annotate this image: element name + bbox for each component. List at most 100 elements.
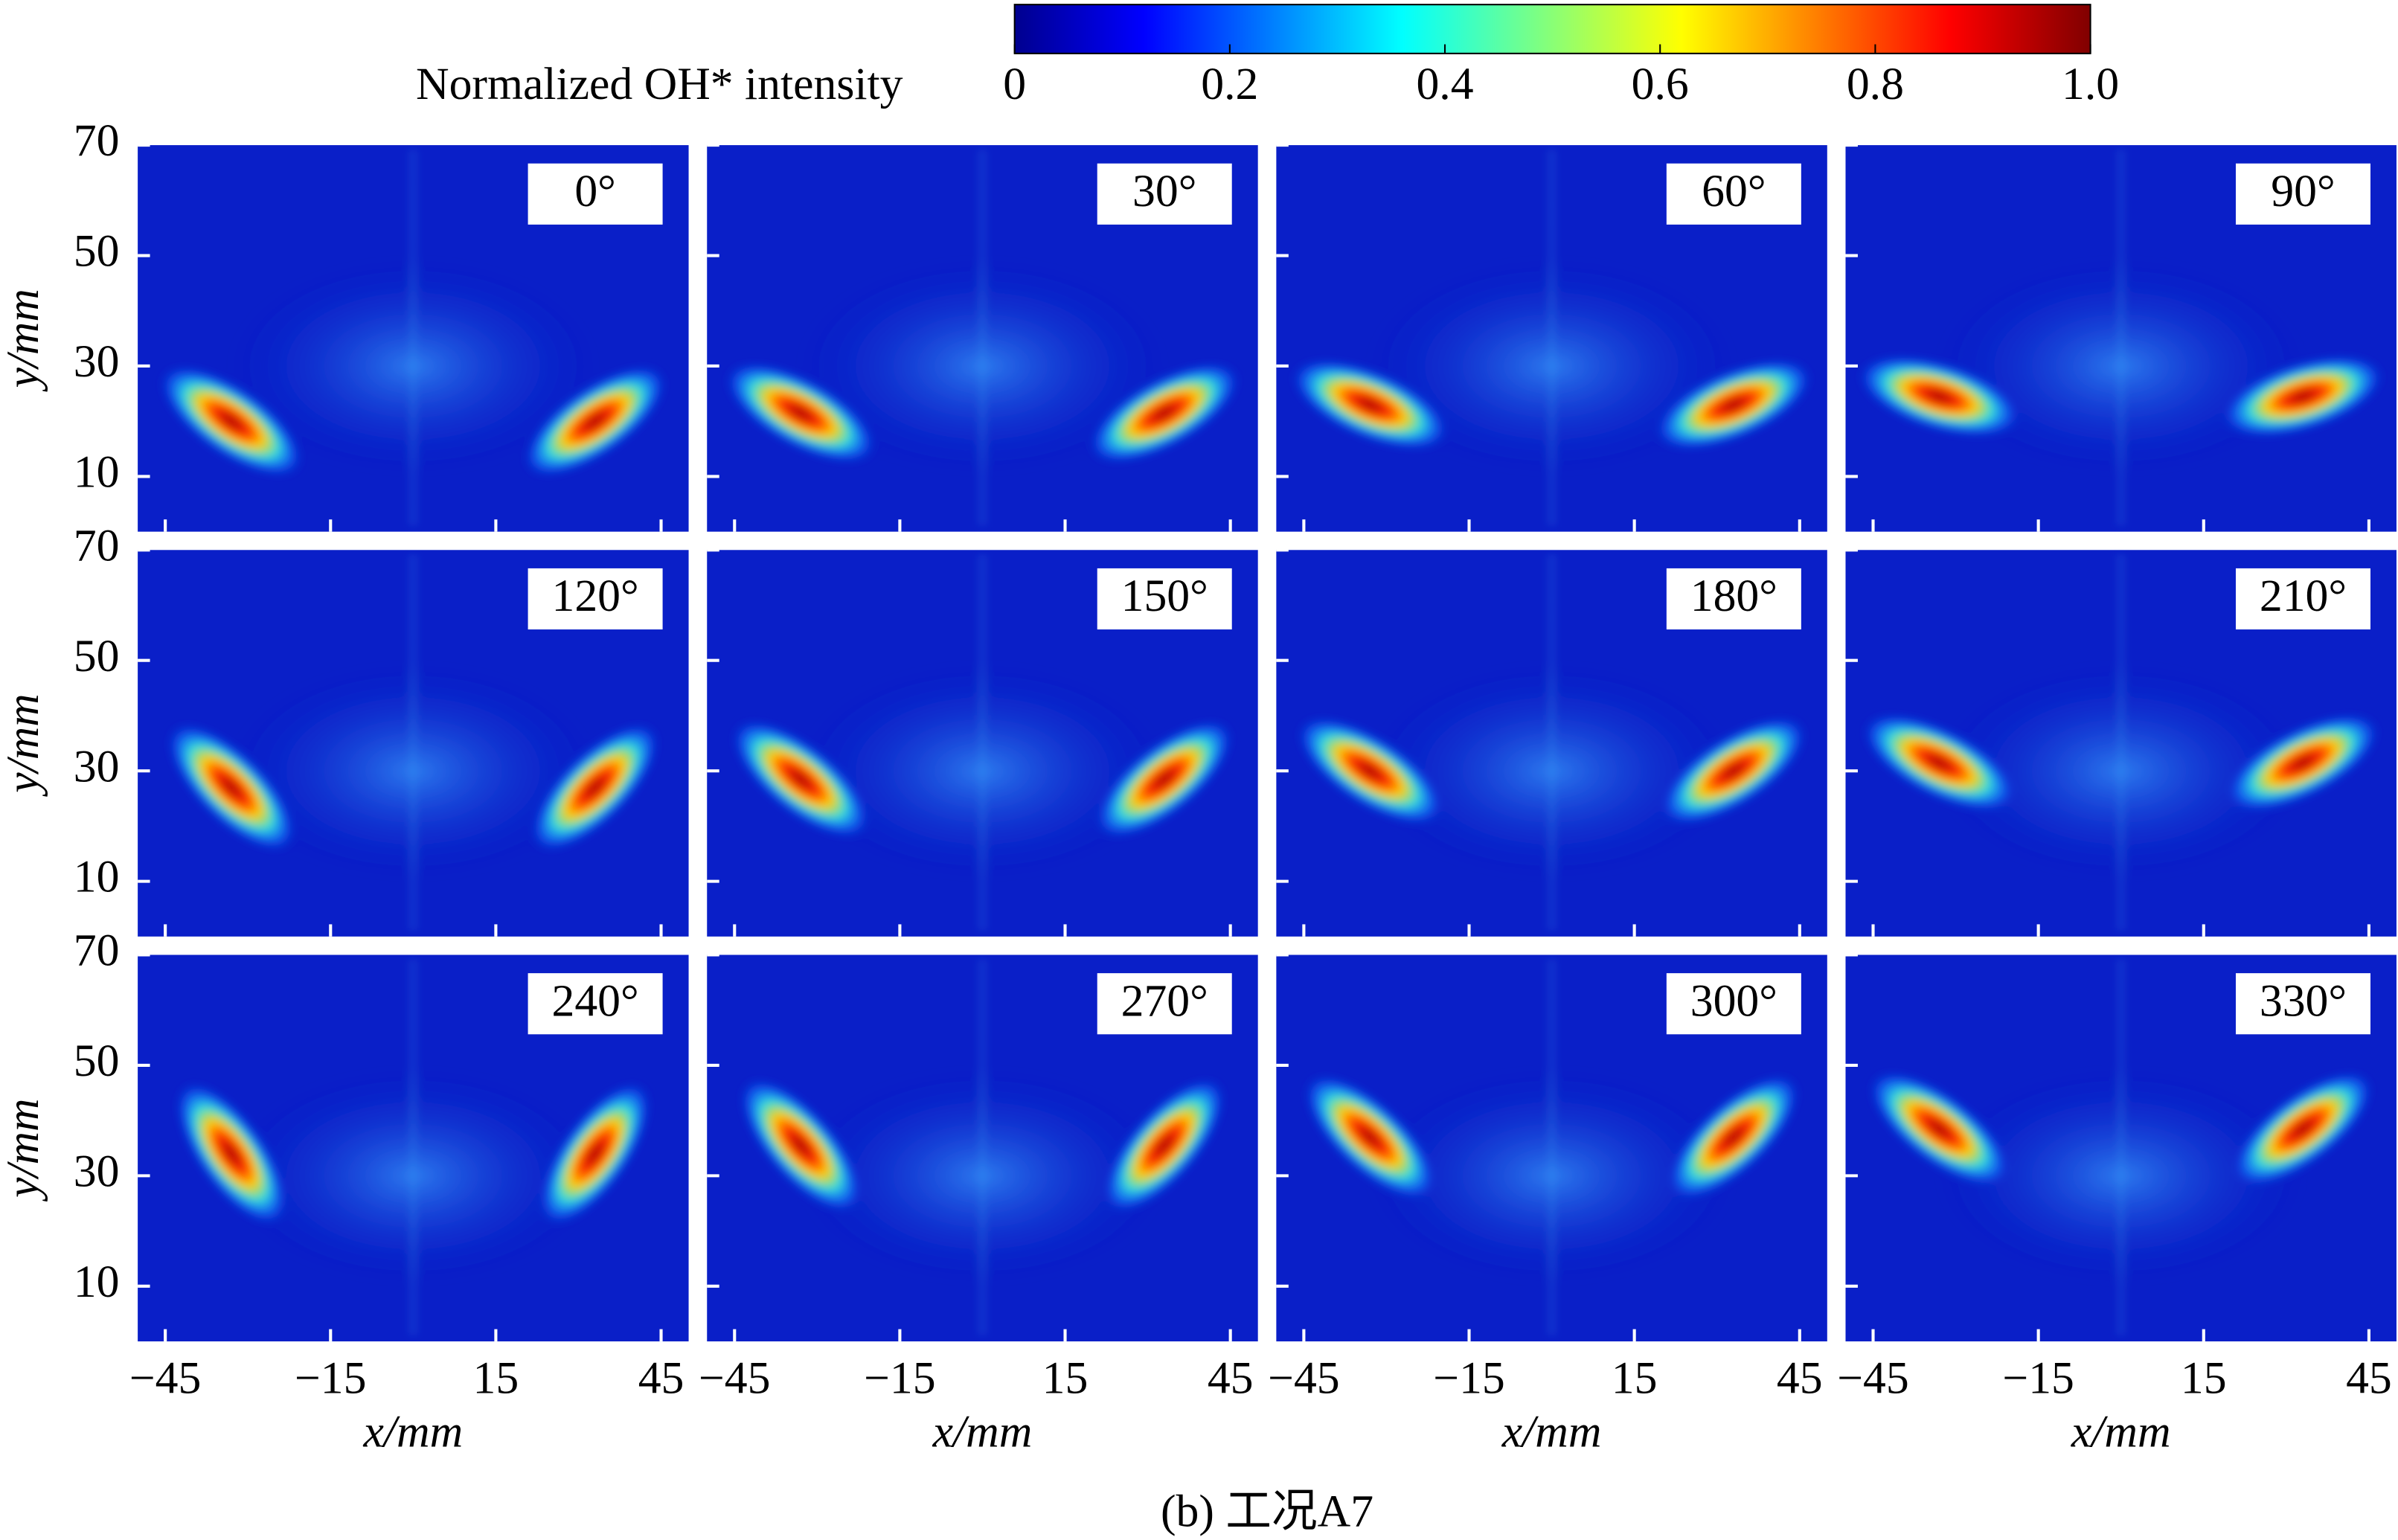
x-tick-label: 45 — [1208, 1353, 1254, 1404]
x-tick-label: −45 — [1837, 1353, 1908, 1404]
panel-label: 90° — [2271, 166, 2335, 216]
flame-left — [176, 1082, 287, 1225]
label-box — [2235, 973, 2370, 1035]
flame-right — [1660, 716, 1806, 825]
panel-label: 120° — [551, 571, 638, 621]
x-tick-label: 15 — [473, 1353, 519, 1404]
flame-right — [1103, 1078, 1225, 1213]
panel-label: 60° — [1702, 166, 1766, 216]
panel-label: 180° — [1690, 571, 1777, 621]
flame-image — [1291, 153, 1812, 524]
label-box — [1666, 973, 1801, 1035]
x-tick-label: 15 — [1612, 1353, 1658, 1404]
y-tick-label: 70 — [74, 115, 120, 166]
colorbar — [1013, 4, 2091, 54]
flame-left — [1858, 356, 2021, 437]
flame-right — [523, 365, 667, 477]
flame-image — [1297, 557, 1806, 929]
flame-image — [731, 557, 1234, 929]
flame-right — [1089, 362, 1240, 463]
y-tick-label: 10 — [74, 852, 120, 902]
flame-right — [2232, 1071, 2373, 1187]
x-tick-label: 15 — [1042, 1353, 1089, 1404]
panel: 210° — [1845, 548, 2397, 937]
x-tick-label: −15 — [2002, 1353, 2074, 1404]
flame-right — [2222, 356, 2385, 437]
flame-image — [740, 962, 1225, 1334]
x-tick-label: 45 — [1777, 1353, 1823, 1404]
panel-label: 0° — [574, 166, 616, 216]
label-box — [1097, 568, 1232, 630]
panel: 240° — [138, 953, 689, 1342]
y-tick-label: 50 — [74, 631, 120, 681]
x-tick-label: 45 — [2346, 1353, 2392, 1404]
panel-label: 150° — [1121, 571, 1208, 621]
panel: 270° — [707, 953, 1258, 1342]
flame-image — [1304, 962, 1800, 1334]
y-tick-label: 70 — [74, 520, 120, 571]
x-tick-label: 15 — [2181, 1353, 2227, 1404]
flame-right — [1095, 720, 1234, 838]
label-box — [1097, 973, 1232, 1035]
flame-image — [1858, 153, 2385, 524]
colorbar-tick-label: 0.6 — [1632, 59, 1689, 109]
y-tick-label: 30 — [74, 741, 120, 792]
panel-label: 330° — [2260, 975, 2347, 1026]
flame-right — [530, 723, 659, 852]
flame-left — [740, 1078, 862, 1213]
panel: 30° — [707, 144, 1258, 532]
panel: 300° — [1276, 953, 1827, 1342]
y-axis-title: y/mm — [0, 693, 48, 797]
colorbar-tick-label: 0.8 — [1847, 59, 1904, 109]
flame-image — [159, 153, 667, 524]
flame-image — [1869, 962, 2373, 1334]
flame-right — [1655, 359, 1812, 450]
x-axis-title: x/mm — [2071, 1407, 2171, 1457]
flame-image — [167, 557, 659, 929]
panel-label: 240° — [551, 975, 638, 1026]
flame-image — [1862, 557, 2379, 929]
x-tick-label: −15 — [864, 1353, 935, 1404]
caption: (b) 工况A7 — [1161, 1486, 1373, 1536]
x-tick-label: 45 — [638, 1353, 685, 1404]
label-box — [528, 973, 663, 1035]
flame-left — [725, 362, 876, 463]
x-tick-label: −15 — [1433, 1353, 1504, 1404]
y-axis-title: y/mm — [0, 289, 48, 392]
x-axis-title: x/mm — [1501, 1407, 1602, 1457]
panel: 330° — [1845, 953, 2397, 1342]
colorbar-tick-label: 0 — [1003, 59, 1026, 109]
colorbar-tick-label: 1.0 — [2062, 59, 2119, 109]
flame-image — [176, 962, 651, 1334]
panel-label: 300° — [1690, 975, 1777, 1026]
x-tick-label: −45 — [699, 1353, 770, 1404]
panel-label: 270° — [1121, 975, 1208, 1026]
colorbar-tick-label: 0.2 — [1201, 59, 1258, 109]
x-tick-label: −45 — [129, 1353, 201, 1404]
flame-left — [1297, 716, 1443, 825]
flame-right — [1667, 1074, 1800, 1200]
panel: 90° — [1845, 144, 2397, 532]
panel: 120° — [138, 548, 689, 937]
y-tick-label: 70 — [74, 925, 120, 976]
x-tick-label: −45 — [1268, 1353, 1339, 1404]
colorbar-tick-label: 0.4 — [1416, 59, 1473, 109]
label-box — [1666, 163, 1801, 225]
flame-right — [539, 1082, 651, 1225]
label-box — [2235, 163, 2370, 225]
y-tick-label: 50 — [74, 1036, 120, 1086]
label-box — [2235, 568, 2370, 630]
flame-left — [167, 723, 296, 852]
x-axis-title: x/mm — [363, 1407, 464, 1457]
flame-left — [731, 720, 870, 838]
panel: 60° — [1276, 144, 1827, 532]
y-tick-label: 50 — [74, 226, 120, 277]
panel-label: 210° — [2260, 571, 2347, 621]
x-axis-title: x/mm — [932, 1407, 1033, 1457]
flame-left — [1869, 1071, 2010, 1187]
y-tick-label: 10 — [74, 447, 120, 498]
panel: 180° — [1276, 548, 1827, 937]
panel-label: 30° — [1132, 166, 1196, 216]
flame-left — [1304, 1074, 1436, 1200]
